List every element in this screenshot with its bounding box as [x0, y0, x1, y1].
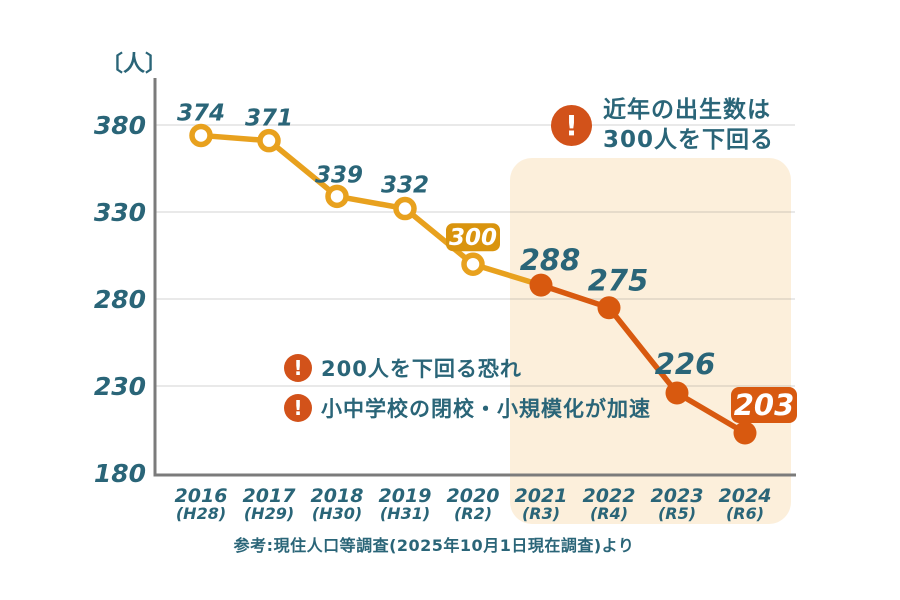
value-label-2018: 339 — [315, 162, 363, 188]
value-label-2022: 275 — [588, 264, 649, 298]
x-tick-era-2020: (R2) — [454, 504, 492, 523]
value-label-2017: 371 — [245, 106, 293, 132]
value-label-2024: 203 — [734, 388, 795, 422]
y-tick-330: 330 — [94, 198, 146, 227]
annotation-text: 小中学校の閉校・小規模化が加速 — [321, 397, 651, 421]
value-label-2019: 332 — [381, 173, 429, 199]
x-tick-era-2024: (R6) — [726, 504, 764, 523]
line-segment-early — [198, 132, 544, 288]
y-tick-280: 280 — [94, 285, 146, 314]
y-axis-unit-label: 〔人〕 — [101, 52, 168, 77]
line-segment-recent — [538, 282, 748, 436]
x-tick-year-2019: 2019 — [379, 485, 432, 507]
y-tick-230: 230 — [94, 372, 146, 401]
annotation-line-2: 300人を下回る — [603, 127, 775, 154]
x-tick-year-2024: 2024 — [719, 485, 772, 507]
value-label-2023: 226 — [655, 347, 716, 381]
data-point-2018 — [325, 184, 349, 209]
x-tick-era-2019: (H31) — [380, 504, 430, 523]
x-tick-year-2018: 2018 — [311, 485, 364, 507]
value-label-2020: 300 — [449, 225, 497, 251]
highlight-region-recent-years — [510, 158, 791, 524]
y-tick-180: 180 — [94, 459, 146, 488]
y-tick-380: 380 — [94, 111, 146, 140]
data-point-2019 — [393, 196, 417, 221]
x-tick-era-2017: (H29) — [244, 504, 294, 523]
value-label-2016: 374 — [177, 100, 225, 126]
annotation-line-1: 近年の出生数は — [603, 97, 771, 123]
x-tick-year-2022: 2022 — [583, 485, 636, 507]
x-tick-year-2021: 2021 — [515, 485, 568, 507]
annotation-text: 200人を下回る恐れ — [321, 357, 522, 381]
data-point-2023 — [665, 381, 689, 405]
data-point-2021 — [529, 273, 553, 297]
annotation-school-closures: ! 小中学校の閉校・小規模化が加速 — [284, 393, 651, 423]
exclamation-icon: ! — [284, 394, 312, 422]
value-label-2020-badge — [446, 223, 500, 252]
x-tick-era-2018: (H30) — [312, 504, 362, 523]
x-tick-era-2023: (R5) — [658, 504, 696, 523]
data-point-2016 — [189, 123, 213, 148]
annotation-risk-below-200: ! 200人を下回る恐れ — [284, 353, 522, 383]
data-point-2024 — [733, 421, 757, 445]
annotation-text: 近年の出生数は 300人を下回る — [603, 95, 774, 156]
x-tick-era-2016: (H28) — [176, 504, 226, 523]
data-point-2022 — [597, 296, 621, 320]
value-label-2024-badge — [731, 386, 797, 423]
x-tick-year-2017: 2017 — [243, 485, 297, 507]
x-tick-year-2016: 2016 — [175, 485, 228, 507]
exclamation-icon: ! — [551, 104, 592, 146]
source-note: 参考:現住人口等調査(2025年10月1日現在調査)より — [233, 536, 635, 555]
x-tick-era-2022: (R4) — [590, 504, 628, 523]
value-label-2021: 288 — [520, 243, 581, 277]
data-point-2017 — [257, 128, 281, 153]
annotation-recent-below-300: ! 近年の出生数は 300人を下回る — [551, 95, 774, 156]
exclamation-icon: ! — [284, 354, 312, 382]
data-point-2020 — [461, 252, 485, 276]
x-tick-era-2021: (R3) — [522, 504, 560, 523]
x-tick-year-2023: 2023 — [651, 485, 704, 507]
x-tick-year-2020: 2020 — [447, 485, 500, 507]
